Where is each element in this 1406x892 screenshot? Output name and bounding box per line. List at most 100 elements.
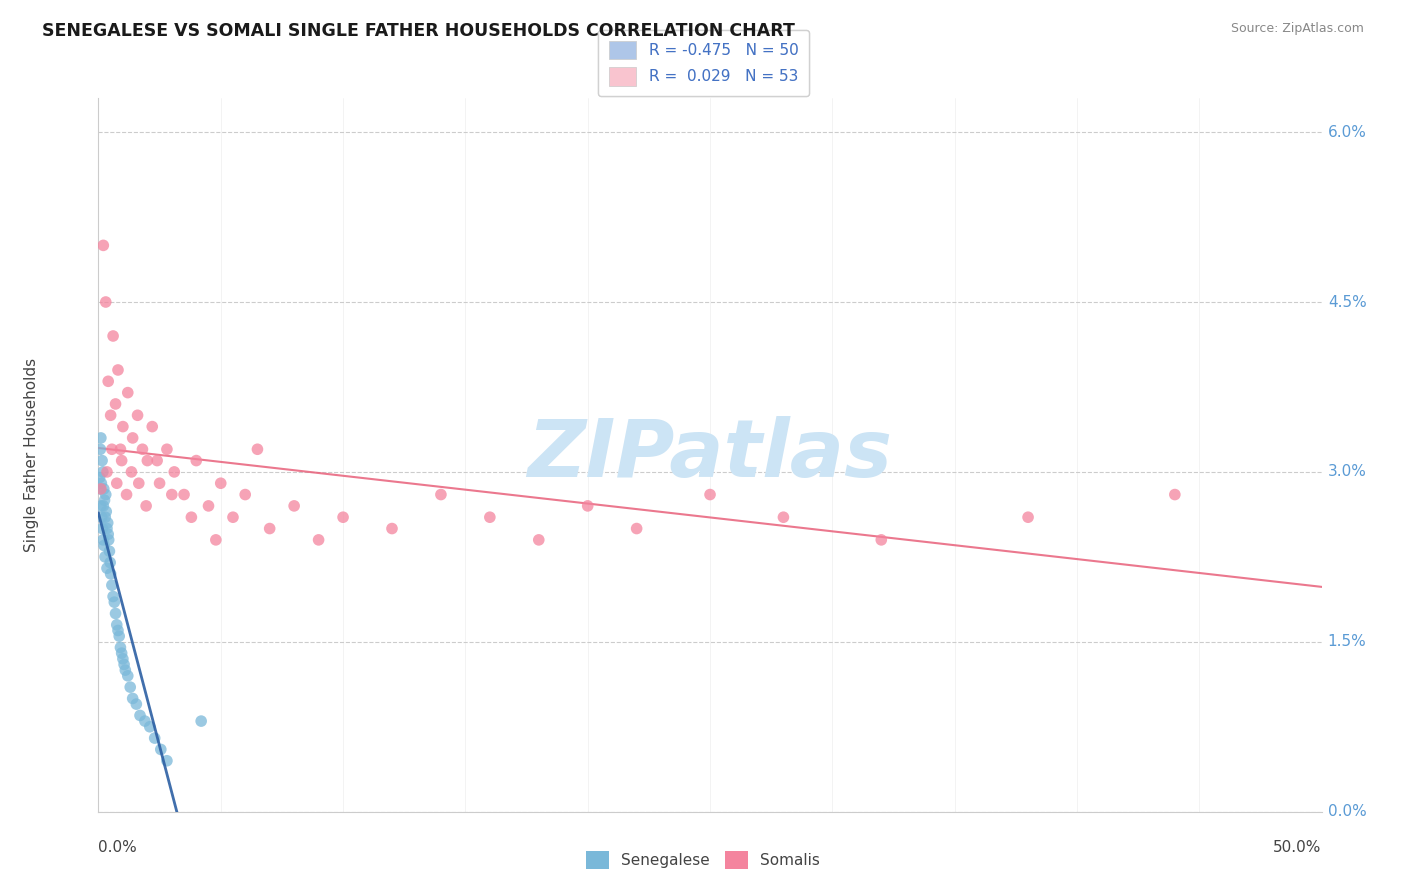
Point [104, 397, 127, 411]
Point [136, 453, 159, 467]
Point [626, 522, 648, 536]
Point [94, 487, 117, 501]
Point [143, 731, 166, 745]
Point [121, 431, 143, 445]
Point [772, 510, 794, 524]
Point [233, 487, 256, 501]
Point [101, 442, 124, 457]
Point [163, 465, 186, 479]
Point [101, 578, 124, 592]
Point [89, 482, 111, 496]
Text: Single Father Households: Single Father Households [24, 358, 38, 552]
Point [91, 499, 114, 513]
Point [139, 720, 162, 734]
Point [98, 556, 121, 570]
Point [96, 522, 118, 536]
Point [117, 669, 139, 683]
Point [259, 522, 281, 536]
Point [308, 533, 330, 547]
Text: Source: ZipAtlas.com: Source: ZipAtlas.com [1230, 22, 1364, 36]
Text: SENEGALESE VS SOMALI SINGLE FATHER HOUSEHOLDS CORRELATION CHART: SENEGALESE VS SOMALI SINGLE FATHER HOUSE… [42, 22, 794, 40]
Point [91, 522, 114, 536]
Text: 4.5%: 4.5% [1327, 294, 1367, 310]
Point [107, 363, 129, 377]
Point [149, 476, 172, 491]
Point [135, 499, 157, 513]
Point [104, 607, 127, 621]
Point [90, 476, 112, 491]
Point [111, 419, 134, 434]
Point [91, 453, 114, 467]
Point [121, 691, 143, 706]
Point [105, 476, 128, 491]
Point [149, 742, 172, 756]
Point [90, 431, 112, 445]
Point [94, 510, 117, 524]
Point [97, 374, 120, 388]
Point [478, 510, 501, 524]
Point [101, 590, 124, 604]
Point [141, 419, 163, 434]
Point [127, 409, 149, 423]
Text: 0.0%: 0.0% [98, 840, 138, 855]
Point [110, 640, 132, 655]
Point [90, 499, 112, 513]
Point [105, 617, 128, 632]
Point [156, 442, 179, 457]
Text: ZIPatlas: ZIPatlas [527, 416, 893, 494]
Point [89, 470, 111, 484]
Point [1017, 510, 1039, 524]
Point [97, 527, 120, 541]
Point [209, 476, 232, 491]
Point [90, 482, 112, 496]
Point [90, 510, 112, 524]
Point [91, 238, 114, 252]
Point [332, 510, 354, 524]
Text: 0.0%: 0.0% [1327, 805, 1367, 819]
Point [699, 487, 721, 501]
Point [97, 516, 120, 530]
Point [197, 499, 219, 513]
Text: 3.0%: 3.0% [1327, 465, 1367, 479]
Point [96, 504, 118, 518]
Point [186, 453, 208, 467]
Point [190, 714, 212, 728]
Point [111, 453, 134, 467]
Text: 50.0%: 50.0% [1274, 840, 1322, 855]
Point [430, 487, 453, 501]
Point [128, 476, 150, 491]
Point [160, 487, 183, 501]
Point [93, 493, 115, 508]
Point [96, 561, 118, 575]
Point [527, 533, 550, 547]
Point [100, 566, 122, 581]
Point [180, 510, 202, 524]
Point [115, 487, 138, 501]
Point [93, 482, 115, 496]
Point [98, 544, 121, 558]
Point [112, 657, 135, 672]
Point [96, 465, 118, 479]
Text: 1.5%: 1.5% [1327, 634, 1367, 649]
Point [120, 465, 142, 479]
Point [94, 549, 117, 564]
Point [103, 595, 125, 609]
Point [91, 465, 114, 479]
Point [870, 533, 893, 547]
Point [125, 697, 148, 711]
Point [89, 442, 111, 457]
Point [111, 652, 134, 666]
Point [114, 663, 136, 677]
Point [117, 385, 139, 400]
Legend: R = -0.475   N = 50, R =  0.029   N = 53: R = -0.475 N = 50, R = 0.029 N = 53 [598, 30, 808, 96]
Point [205, 533, 228, 547]
Point [1164, 487, 1187, 501]
Point [100, 409, 122, 423]
Point [156, 754, 179, 768]
Point [146, 453, 169, 467]
Point [129, 708, 152, 723]
Point [107, 624, 129, 638]
Point [283, 499, 305, 513]
Point [131, 442, 153, 457]
Point [91, 533, 114, 547]
